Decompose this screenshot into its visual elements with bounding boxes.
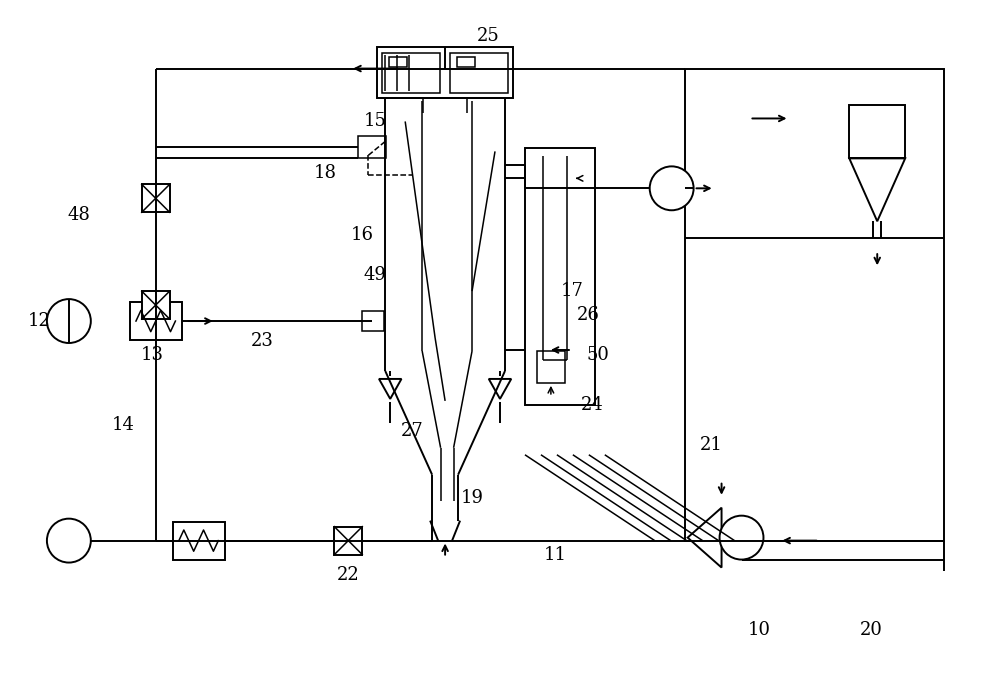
Text: 15: 15: [364, 112, 387, 130]
Polygon shape: [688, 508, 722, 568]
Text: 23: 23: [251, 332, 274, 350]
Text: 17: 17: [560, 282, 583, 300]
Text: 50: 50: [586, 346, 609, 364]
Polygon shape: [849, 159, 905, 221]
Text: 21: 21: [700, 436, 723, 454]
Circle shape: [47, 518, 91, 563]
Bar: [377, 46, 513, 98]
Text: 48: 48: [67, 207, 90, 225]
Bar: [525, 148, 595, 405]
Text: 49: 49: [364, 266, 387, 284]
Bar: [389, 57, 407, 67]
Text: 16: 16: [351, 226, 374, 244]
Text: 14: 14: [111, 416, 134, 434]
Text: 24: 24: [580, 396, 603, 414]
Bar: [358, 137, 386, 159]
Text: 27: 27: [401, 422, 424, 440]
Bar: [382, 53, 440, 92]
Bar: [457, 57, 475, 67]
Text: 20: 20: [860, 622, 883, 640]
Text: 26: 26: [576, 306, 599, 324]
Bar: [173, 522, 225, 559]
Text: 10: 10: [748, 622, 771, 640]
Circle shape: [47, 299, 91, 343]
Text: 12: 12: [27, 312, 50, 330]
Bar: [685, 69, 944, 541]
Circle shape: [720, 516, 763, 559]
Polygon shape: [379, 379, 401, 399]
Bar: [130, 302, 182, 340]
Polygon shape: [489, 379, 511, 399]
Text: 19: 19: [461, 489, 484, 507]
Bar: [537, 351, 565, 383]
Text: 25: 25: [477, 26, 499, 44]
Text: 13: 13: [141, 346, 164, 364]
Bar: [142, 184, 170, 212]
Text: 18: 18: [314, 164, 337, 182]
Bar: [450, 53, 508, 92]
Circle shape: [650, 166, 694, 210]
Text: 22: 22: [337, 565, 360, 584]
Bar: [142, 291, 170, 319]
Text: 11: 11: [543, 545, 566, 563]
Bar: [334, 527, 362, 554]
Bar: [362, 311, 384, 331]
Bar: [849, 105, 905, 159]
